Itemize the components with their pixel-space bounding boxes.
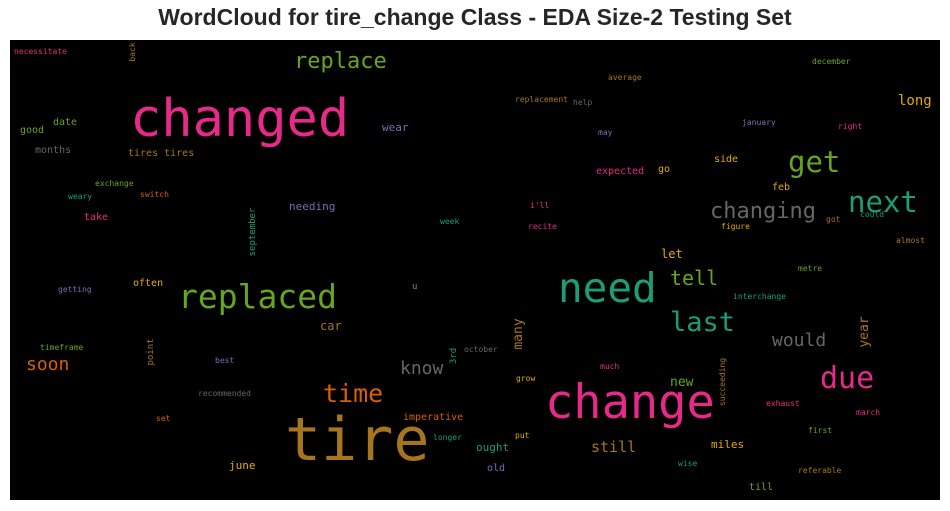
word-wise: wise [678, 459, 697, 468]
word-back: back [128, 42, 137, 61]
word-take: take [84, 212, 108, 223]
word-let: let [661, 247, 683, 261]
word-point: point [146, 338, 156, 365]
word-date: date [53, 117, 77, 128]
word-march: march [856, 408, 880, 417]
word-know: know [400, 358, 444, 379]
word-could: could [860, 210, 884, 219]
word-still: still [591, 438, 636, 456]
word-wear: wear [382, 121, 409, 134]
word-may: may [598, 128, 613, 137]
word-december: december [812, 57, 851, 66]
word-set: set [156, 414, 171, 423]
word-changing: changing [710, 199, 816, 224]
word-change: change [545, 375, 715, 430]
word-tell: tell [670, 266, 718, 290]
word-long: long [898, 93, 932, 109]
word-metre: metre [798, 264, 822, 273]
word-necessitate: necessitate [14, 47, 67, 56]
word-switch: switch [140, 190, 169, 199]
word-help: help [573, 98, 592, 107]
word-u: u [412, 282, 417, 292]
word-september: september [248, 207, 258, 256]
word-good: good [20, 125, 44, 136]
word-next: next [848, 185, 918, 219]
word-exchange: exchange [95, 179, 134, 188]
word-miles: miles [711, 438, 744, 451]
word-timeframe: timeframe [40, 343, 84, 352]
word-getting: getting [58, 285, 92, 294]
word-replaced: replaced [178, 277, 337, 316]
word-time: time [323, 379, 383, 408]
word-much: much [600, 362, 619, 371]
word-put: put [515, 431, 530, 440]
word-grow: grow [516, 374, 535, 383]
word-tires-tires: tires tires [128, 148, 194, 159]
word-got: got [826, 215, 841, 224]
word-january: january [742, 118, 776, 127]
word-changed: changed [130, 89, 349, 149]
word-ought: ought [476, 441, 509, 454]
word-last: last [670, 307, 735, 338]
word-figure: figure [721, 222, 750, 231]
word-get: get [788, 145, 840, 179]
word-3rd: 3rd [449, 348, 459, 364]
word-replacement: replacement [515, 95, 568, 104]
word-imperative: imperative [403, 412, 463, 423]
word-first: first [808, 426, 832, 435]
word-tire: tire [285, 405, 430, 475]
word-almost: almost [896, 236, 925, 245]
word-october: october [464, 345, 498, 354]
word-would: would [772, 330, 826, 351]
word-week: week [440, 217, 459, 226]
chart-title: WordCloud for tire_change Class - EDA Si… [158, 4, 792, 30]
word-interchange: interchange [733, 292, 786, 301]
word-new: new [670, 375, 694, 390]
word-succeeding: succeeding [718, 358, 727, 406]
word-exhaust: exhaust [766, 399, 800, 408]
word-need: need [558, 264, 657, 312]
word-feb: feb [772, 182, 790, 193]
word-recite: recite [528, 222, 557, 231]
word-referable: referable [798, 466, 842, 475]
word-weary: weary [68, 192, 92, 201]
word-june: june [229, 459, 256, 472]
word-soon: soon [26, 354, 69, 375]
word-year: year [857, 316, 872, 347]
word-replace: replace [294, 49, 387, 74]
word-i-ll: i'll [530, 201, 549, 210]
word-recommended: recommended [198, 389, 251, 398]
word-many: many [511, 318, 526, 349]
word-needing: needing [289, 200, 335, 213]
word-till: till [749, 482, 773, 493]
word-months: months [35, 145, 71, 156]
wordcloud-panel: tire changed change need replaced due get next l… [10, 40, 940, 500]
word-car: car [320, 319, 342, 333]
word-best: best [215, 356, 234, 365]
word-average: average [608, 73, 642, 82]
word-expected: expected [596, 166, 644, 177]
word-old: old [487, 463, 505, 474]
word-often: often [133, 278, 163, 289]
word-due: due [820, 361, 874, 396]
word-longer: longer [433, 433, 462, 442]
word-side: side [714, 154, 738, 165]
word-right: right [838, 122, 862, 131]
word-go: go [658, 164, 670, 175]
